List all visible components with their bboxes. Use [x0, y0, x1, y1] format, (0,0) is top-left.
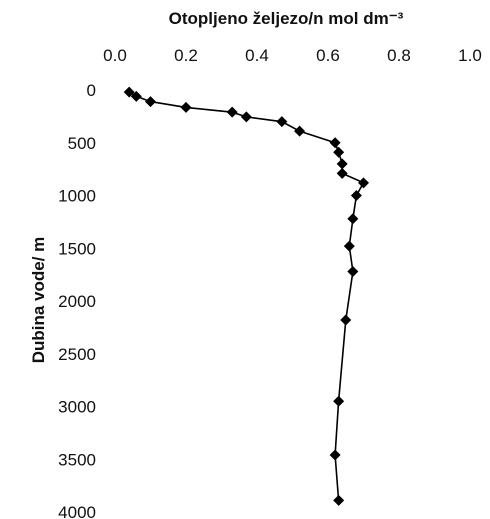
y-tick-label: 2000: [58, 292, 96, 311]
x-tick-label: 0.8: [387, 46, 411, 65]
y-tick-label: 500: [68, 134, 96, 153]
y-axis: 0 500 1000 1500 2000 2500 3000 3500 4000: [58, 81, 96, 519]
data-point: [343, 240, 355, 252]
y-tick-label: 2500: [58, 345, 96, 364]
data-point: [347, 213, 359, 225]
x-tick-label: 0.2: [174, 46, 198, 65]
y-tick-label: 3000: [58, 398, 96, 417]
data-series: [123, 86, 369, 506]
y-tick-label: 1000: [58, 187, 96, 206]
data-point: [130, 90, 142, 102]
data-point: [180, 101, 192, 113]
data-point: [333, 146, 345, 158]
data-point: [145, 96, 156, 108]
data-point: [336, 167, 348, 179]
x-tick-label: 0.0: [103, 46, 127, 65]
data-point: [347, 265, 359, 277]
data-point: [294, 125, 306, 137]
data-point: [350, 190, 362, 201]
series-line: [128, 91, 365, 501]
x-tick-label: 0.6: [316, 46, 340, 65]
x-tick-label: 0.4: [245, 46, 269, 65]
data-point: [240, 111, 252, 123]
data-point: [226, 106, 238, 118]
y-tick-label: 1500: [58, 239, 96, 258]
data-point: [333, 395, 345, 407]
y-axis-title: Dubina vode/ m: [29, 237, 48, 364]
data-point: [329, 449, 341, 461]
data-point: [123, 86, 135, 98]
x-tick-label: 1.0: [458, 46, 482, 65]
data-point: [329, 137, 341, 149]
x-axis: 0.0 0.2 0.4 0.6 0.8 1.0: [103, 46, 482, 65]
data-point: [340, 314, 352, 326]
x-axis-title: Otopljeno željezo/n mol dm⁻³: [169, 9, 404, 28]
data-point: [336, 158, 348, 170]
y-tick-label: 4000: [58, 503, 96, 519]
data-point: [333, 494, 345, 506]
data-point: [276, 116, 288, 128]
data-point: [358, 177, 369, 189]
y-tick-label: 0: [87, 81, 96, 100]
y-tick-label: 3500: [58, 450, 96, 469]
